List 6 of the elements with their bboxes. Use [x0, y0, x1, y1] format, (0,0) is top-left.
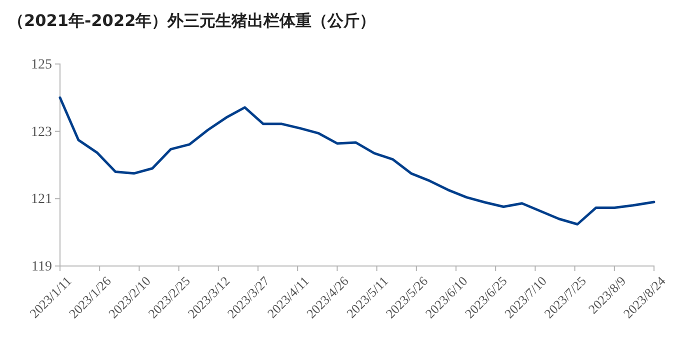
y-tick-label: 121 — [31, 192, 52, 208]
y-tick-label: 119 — [32, 259, 52, 274]
chart-title: （2021年-2022年）外三元生猪出栏体重（公斤） — [8, 11, 376, 30]
y-tick-label: 123 — [31, 124, 52, 140]
y-tick-label: 125 — [31, 57, 52, 72]
line-series — [58, 96, 656, 226]
